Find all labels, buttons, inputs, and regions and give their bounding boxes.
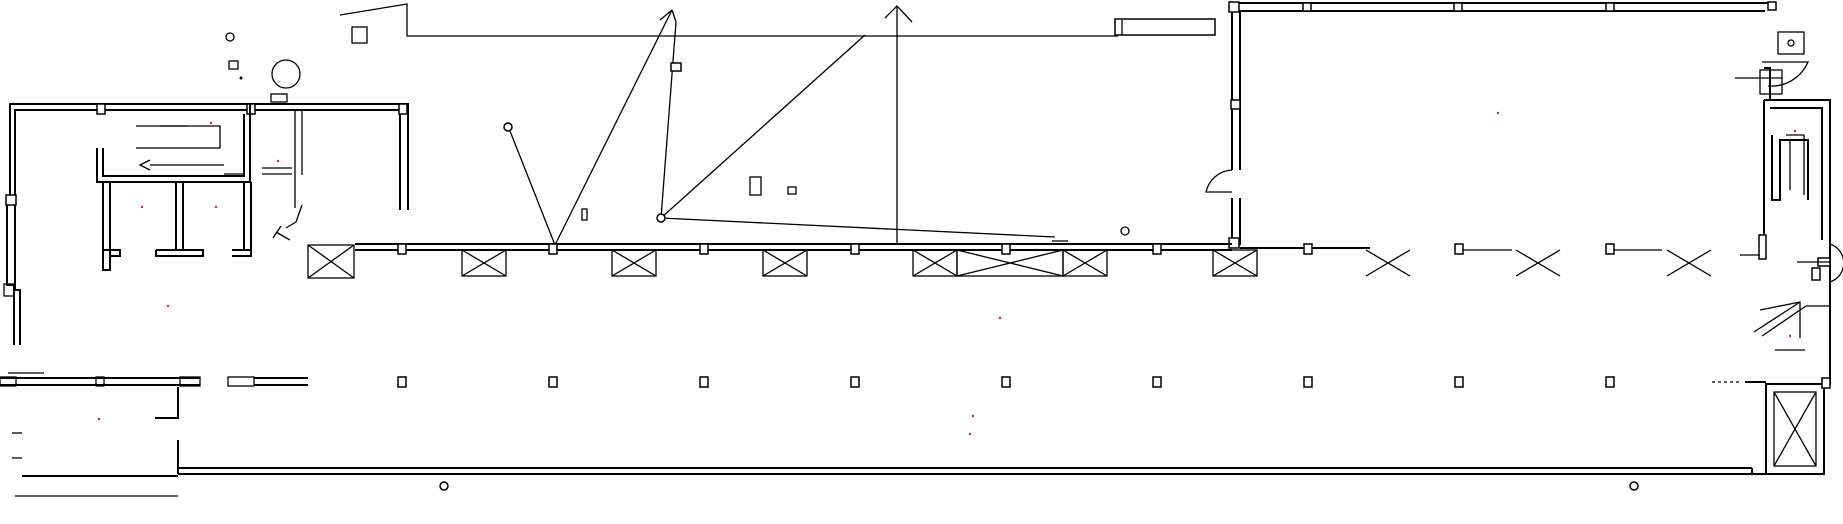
corridor-wall	[307, 240, 1760, 279]
bottom-boundary	[12, 387, 1766, 497]
site-symbols	[225, 32, 301, 103]
top-boundary	[339, 3, 1216, 44]
red-markers	[97, 111, 1797, 436]
left-wing-walls	[3, 103, 409, 345]
right-hall-walls	[1205, 1, 1777, 249]
angled-lines	[503, 5, 1130, 246]
column-row	[0, 372, 1766, 388]
right-service-rooms	[1735, 31, 1843, 475]
